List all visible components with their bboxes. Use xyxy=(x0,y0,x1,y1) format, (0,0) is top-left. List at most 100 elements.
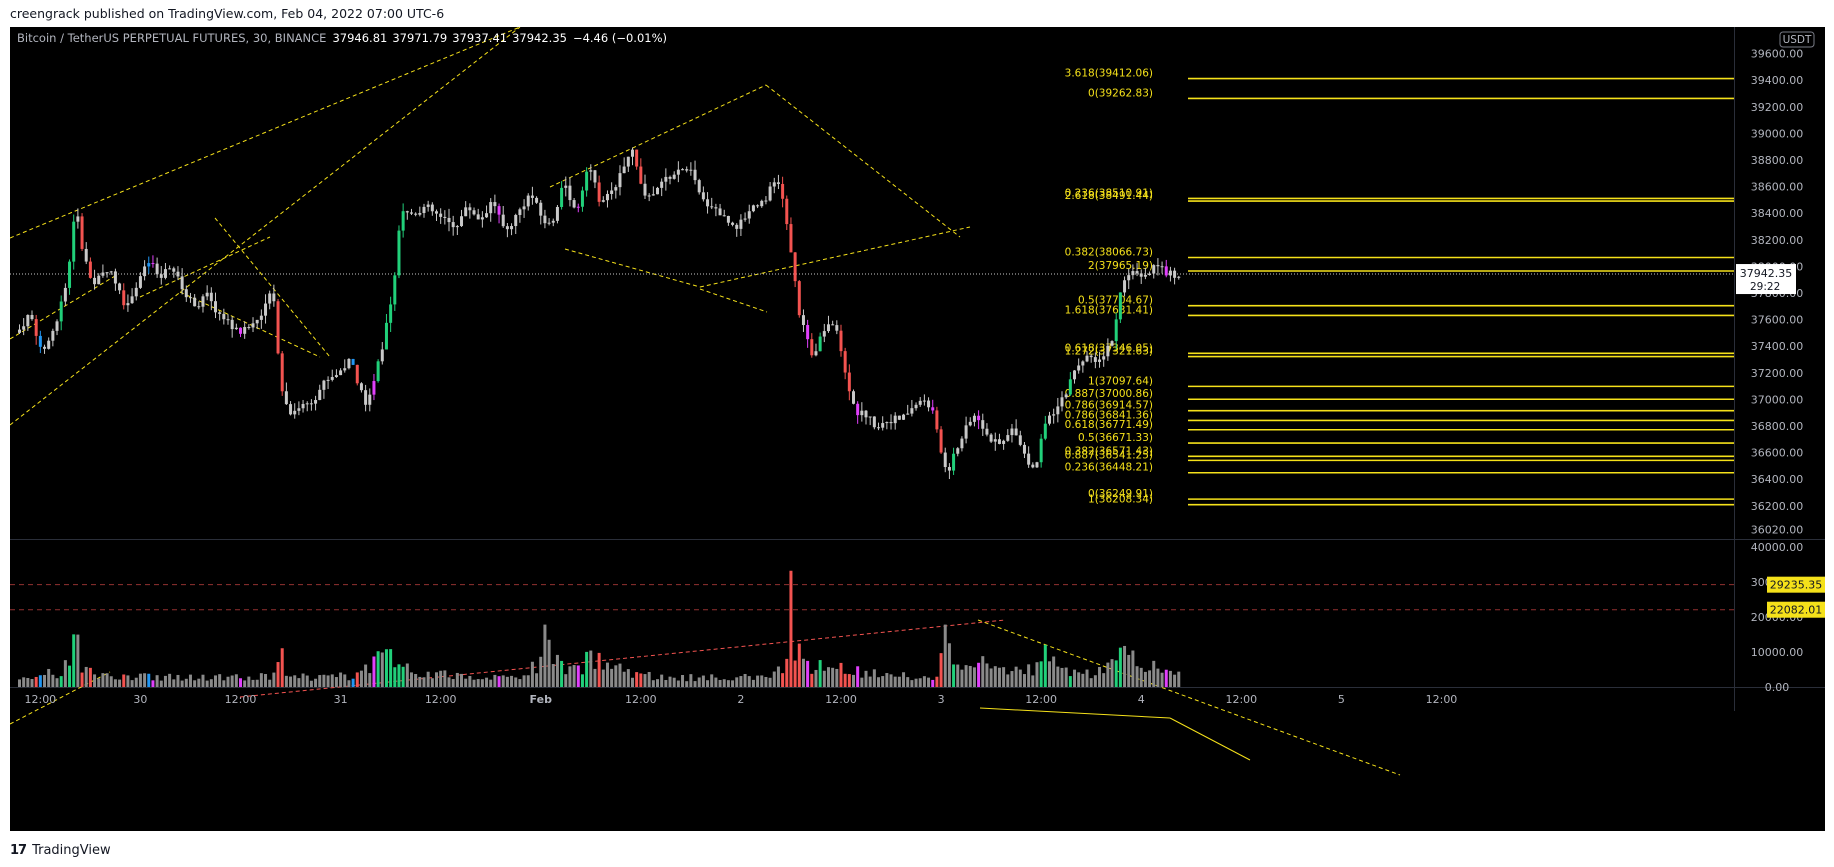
time-tick-label: 12:00 xyxy=(1025,693,1057,706)
publish-info: creengrack published on TradingView.com,… xyxy=(10,6,445,21)
candle xyxy=(34,314,38,345)
candle-body xyxy=(184,289,188,298)
candle xyxy=(368,388,372,412)
candle-body xyxy=(872,416,876,428)
candle xyxy=(772,177,776,194)
candle-body xyxy=(489,202,493,214)
volume-bar xyxy=(1081,673,1085,687)
candle xyxy=(322,379,326,399)
volume-bar xyxy=(697,677,701,687)
candle xyxy=(643,174,647,199)
volume-bar xyxy=(218,674,222,687)
candle-body xyxy=(522,206,526,210)
candle xyxy=(568,177,572,207)
candle xyxy=(1073,370,1077,384)
volume-bar xyxy=(922,676,926,687)
candle xyxy=(1052,408,1056,424)
tradingview-footer[interactable]: 17 TradingView xyxy=(10,839,111,861)
candle xyxy=(1068,372,1072,396)
volume-bar xyxy=(1089,678,1093,687)
candle xyxy=(18,324,21,334)
volume-bar xyxy=(914,678,918,687)
candle xyxy=(159,266,163,285)
volume-bar xyxy=(264,674,268,687)
candle-body xyxy=(1006,435,1010,441)
volume-bar xyxy=(1156,668,1160,687)
volume-bar xyxy=(147,673,151,687)
volume-bar xyxy=(255,679,259,687)
candle xyxy=(968,417,972,427)
candle xyxy=(572,197,576,209)
volume-bar xyxy=(1047,661,1051,687)
candle-body xyxy=(297,408,301,411)
candle-body xyxy=(76,216,80,222)
fib-level-label: 0.236(36448.21) xyxy=(1065,462,1153,474)
chart-svg[interactable]: 3.618(39412.06) 0(39262.83) 0.236(38510.91… xyxy=(10,27,1825,831)
candle-body xyxy=(138,276,142,288)
candle xyxy=(259,309,263,329)
candle-body xyxy=(1131,271,1135,276)
candle-body xyxy=(731,222,735,225)
volume-bar xyxy=(718,679,722,687)
candle xyxy=(443,210,447,225)
candle-body xyxy=(151,263,155,265)
volume-bar xyxy=(518,679,522,687)
candle xyxy=(393,272,397,311)
candle xyxy=(747,204,751,224)
candle-body xyxy=(560,187,564,207)
candle-body xyxy=(1114,319,1118,342)
candle xyxy=(635,149,639,170)
candle xyxy=(76,208,80,229)
candle-body xyxy=(126,303,130,306)
volume-bar xyxy=(230,675,234,687)
candle-body xyxy=(284,391,288,405)
candle xyxy=(188,292,192,303)
candle-body xyxy=(526,195,530,207)
volume-bar xyxy=(789,570,793,687)
volume-bar xyxy=(172,679,176,687)
volume-bar xyxy=(113,679,117,687)
volume-bar xyxy=(947,643,951,687)
candle xyxy=(1131,264,1135,280)
volume-bar xyxy=(968,665,972,687)
ohlc-value-c: 37942.35 xyxy=(512,31,567,45)
volume-bar xyxy=(451,679,455,687)
chart-area[interactable]: 3.618(39412.06) 0(39262.83) 0.236(38510.91… xyxy=(10,27,1825,831)
volume-bar xyxy=(47,668,51,687)
candle-body xyxy=(218,312,222,314)
candle xyxy=(93,269,97,290)
volume-bar xyxy=(872,669,876,687)
candle-body xyxy=(964,425,968,439)
axes: 36020.00 36200.00 36400.00 36600.00 36800.00… xyxy=(24,31,1825,706)
candle-body xyxy=(1073,370,1077,380)
volume-marker-label: 29235.35 xyxy=(1770,579,1823,592)
currency-badge xyxy=(1779,31,1815,48)
candle xyxy=(810,333,814,358)
candle xyxy=(1102,351,1106,367)
volume-bar xyxy=(1073,669,1077,687)
candle xyxy=(193,294,197,307)
volume-bar xyxy=(1098,666,1102,687)
volume-bar xyxy=(681,675,685,687)
candle xyxy=(806,319,810,348)
candle-body xyxy=(430,204,434,212)
candle-body xyxy=(451,222,455,228)
candle xyxy=(330,369,334,382)
candle xyxy=(501,206,505,228)
volume-bar xyxy=(852,674,855,687)
candle-body xyxy=(1160,266,1164,268)
candle xyxy=(1043,415,1047,441)
volume-bar xyxy=(197,678,201,687)
candle xyxy=(514,213,518,234)
volume-bar xyxy=(76,634,80,687)
volume-trend-line xyxy=(239,619,1006,698)
volume-bar xyxy=(889,674,893,687)
volume-bar xyxy=(564,674,568,687)
candle-body xyxy=(426,204,430,207)
candle-body xyxy=(1081,361,1085,366)
candle xyxy=(251,317,255,333)
volume-bar xyxy=(30,679,34,687)
candle xyxy=(426,200,430,212)
candle-body xyxy=(918,400,922,405)
candle-body xyxy=(343,368,347,371)
